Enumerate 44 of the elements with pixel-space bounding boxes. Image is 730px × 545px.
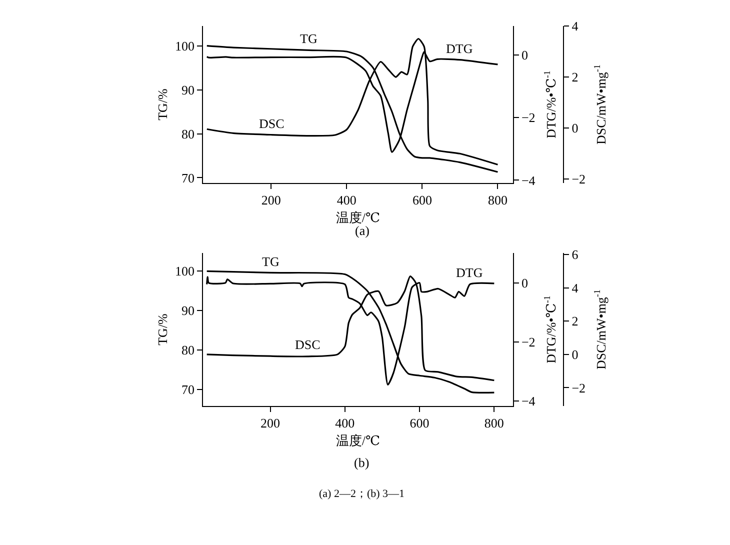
- y3-tick-label: −2: [572, 172, 586, 187]
- y3-tick-label: −2: [572, 380, 586, 396]
- series-label: DSC: [259, 116, 284, 131]
- text: (a) 2—2；(b) 3—1: [319, 488, 405, 500]
- y2-tick-label: −2: [521, 334, 536, 350]
- series-label: TG: [262, 254, 280, 269]
- y-tick-label: 100: [175, 38, 195, 54]
- y2-tick-label: 0: [521, 48, 528, 63]
- y2-tick-label: 0: [521, 275, 528, 290]
- x-tick-label: 200: [260, 416, 280, 431]
- y3-tick-label: 4: [572, 18, 579, 34]
- y-axis-title: TG/%: [155, 313, 170, 346]
- y2-tick-label: −4: [521, 172, 536, 188]
- y-tick-label: 90: [182, 82, 195, 98]
- x-axis-title: 温度/℃: [336, 210, 380, 226]
- x-axis-title: 温度/℃: [336, 433, 380, 448]
- y-tick-label: 80: [182, 342, 195, 358]
- y3-tick-label: 2: [572, 70, 578, 85]
- y3-tick-label: 2: [572, 314, 578, 329]
- x-tick-label: 400: [335, 416, 355, 431]
- series-label: TG: [300, 31, 318, 46]
- y-axis-title: TG/%: [155, 88, 170, 120]
- y-tick-label: 70: [182, 382, 195, 397]
- x-tick-label: 800: [484, 416, 504, 431]
- x-tick-label: 400: [336, 192, 356, 208]
- x-tick-label: 800: [488, 192, 508, 208]
- series-label: DTG: [456, 265, 483, 280]
- x-tick-label: 200: [261, 192, 281, 208]
- text: (b): [354, 455, 370, 470]
- y3-tick-label: 4: [572, 280, 579, 296]
- y-tick-label: 90: [182, 303, 195, 318]
- y3-tick-label: 0: [572, 347, 578, 362]
- x-tick-label: 600: [410, 416, 430, 431]
- series-label: DTG: [446, 41, 473, 56]
- y3-tick-label: 0: [572, 120, 578, 136]
- y2-tick-label: −2: [521, 110, 536, 126]
- y-tick-label: 80: [182, 126, 195, 142]
- x-tick-label: 600: [412, 192, 432, 208]
- text: (a): [355, 223, 370, 238]
- y3-tick-label: 6: [572, 247, 579, 262]
- y-tick-label: 70: [182, 170, 195, 186]
- y-tick-label: 100: [175, 264, 195, 279]
- y2-tick-label: −4: [521, 394, 536, 409]
- series-label: DSC: [295, 337, 320, 352]
